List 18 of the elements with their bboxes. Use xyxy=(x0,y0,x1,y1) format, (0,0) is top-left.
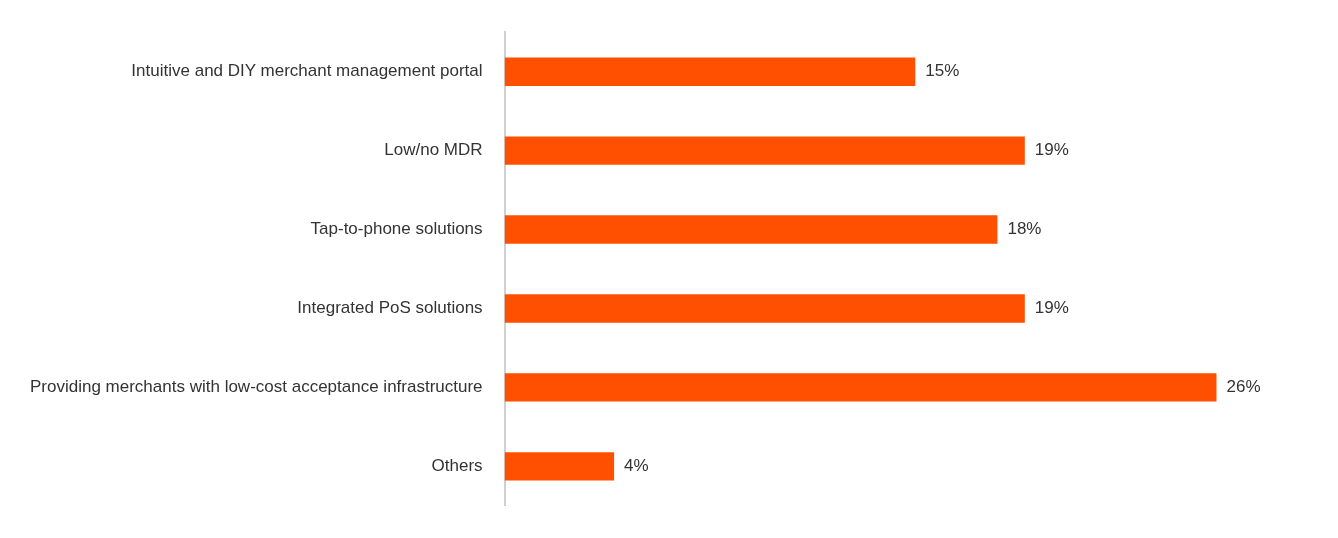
data-label: 19% xyxy=(1034,140,1069,160)
bar xyxy=(504,452,615,481)
data-label: 26% xyxy=(1226,377,1261,397)
bar xyxy=(504,373,1217,402)
data-label: 15% xyxy=(925,61,960,81)
bar xyxy=(504,294,1025,323)
data-label: 18% xyxy=(1007,219,1042,239)
y-tick-label: Tap-to-phone solutions xyxy=(310,219,483,239)
y-tick-label: Integrated PoS solutions xyxy=(297,298,483,318)
bar xyxy=(504,136,1025,165)
data-label: 4% xyxy=(624,456,649,476)
y-tick-label: Others xyxy=(431,456,483,476)
y-tick-label: Providing merchants with low-cost acceptance infrastructure xyxy=(29,377,483,397)
data-label: 19% xyxy=(1034,298,1069,318)
bar xyxy=(504,215,998,244)
y-tick-label: Low/no MDR xyxy=(384,140,483,160)
y-tick-label: Intuitive and DIY merchant management portal xyxy=(131,61,483,81)
bar xyxy=(504,57,916,86)
